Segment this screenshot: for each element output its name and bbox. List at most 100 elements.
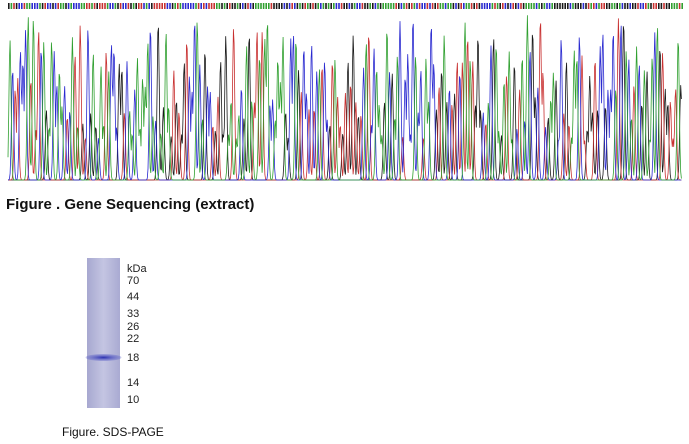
base-call: [169, 3, 171, 9]
base-call: [645, 3, 647, 9]
base-call: [291, 3, 293, 9]
base-call: [660, 3, 663, 9]
base-call: [208, 3, 210, 9]
base-call: [582, 3, 585, 9]
base-call: [491, 3, 494, 9]
base-call: [320, 3, 322, 9]
base-call: [161, 3, 163, 9]
base-call: [18, 3, 20, 9]
base-call: [413, 3, 416, 9]
base-call: [49, 3, 52, 9]
base-call: [122, 3, 124, 9]
base-call: [158, 3, 161, 9]
base-call: [23, 3, 26, 9]
base-call: [182, 3, 184, 9]
base-call: [379, 3, 382, 9]
base-call: [340, 3, 343, 9]
base-call: [249, 3, 252, 9]
base-call: [99, 3, 101, 9]
base-call: [213, 3, 215, 9]
base-call: [535, 3, 538, 9]
base-call: [317, 3, 319, 9]
base-call: [335, 3, 338, 9]
base-call: [265, 3, 267, 9]
base-call: [288, 3, 291, 9]
base-call: [416, 3, 418, 9]
base-call: [197, 3, 200, 9]
base-call: [21, 3, 23, 9]
base-call: [41, 3, 44, 9]
base-call: [26, 3, 28, 9]
base-call: [606, 3, 608, 9]
base-call: [231, 3, 234, 9]
base-call: [457, 3, 460, 9]
base-call: [203, 3, 205, 9]
base-call: [600, 3, 603, 9]
base-call: [67, 3, 70, 9]
base-call: [595, 3, 598, 9]
base-call: [260, 3, 262, 9]
base-call: [348, 3, 351, 9]
base-call: [93, 3, 96, 9]
base-call: [343, 3, 345, 9]
base-call: [104, 3, 106, 9]
base-call: [286, 3, 288, 9]
gel-label: 44: [127, 291, 140, 303]
base-call: [364, 3, 366, 9]
base-call: [236, 3, 239, 9]
base-call: [483, 3, 486, 9]
base-call: [478, 3, 481, 9]
base-call: [395, 3, 397, 9]
base-call: [96, 3, 98, 9]
base-call: [10, 3, 13, 9]
base-call: [447, 3, 449, 9]
base-call: [31, 3, 33, 9]
base-call: [681, 3, 683, 9]
gel-band: [85, 354, 122, 361]
base-call: [255, 3, 257, 9]
base-call: [65, 3, 67, 9]
base-call: [626, 3, 629, 9]
base-call: [13, 3, 15, 9]
base-call: [400, 3, 403, 9]
base-call: [616, 3, 618, 9]
base-call: [561, 3, 564, 9]
base-call: [91, 3, 93, 9]
base-call: [304, 3, 306, 9]
base-call: [603, 3, 605, 9]
base-call: [411, 3, 413, 9]
base-call: [452, 3, 455, 9]
base-call: [372, 3, 374, 9]
base-call: [665, 3, 668, 9]
base-call: [421, 3, 423, 9]
base-call: [624, 3, 626, 9]
base-call: [190, 3, 192, 9]
base-call: [374, 3, 377, 9]
base-call: [353, 3, 356, 9]
base-call: [671, 3, 673, 9]
base-call: [387, 3, 390, 9]
base-call: [106, 3, 109, 9]
base-call: [650, 3, 652, 9]
base-call: [385, 3, 387, 9]
base-call: [270, 3, 273, 9]
base-call: [439, 3, 442, 9]
base-call: [556, 3, 559, 9]
base-call: [60, 3, 62, 9]
base-call: [333, 3, 335, 9]
base-call: [174, 3, 176, 9]
gel-lane: [87, 258, 120, 408]
base-call: [460, 3, 462, 9]
base-call: [543, 3, 546, 9]
base-call: [509, 3, 512, 9]
base-call: [403, 3, 405, 9]
base-call: [520, 3, 522, 9]
base-call: [143, 3, 145, 9]
base-call: [281, 3, 283, 9]
gel-label: 70: [127, 275, 140, 287]
base-call: [257, 3, 260, 9]
base-call: [299, 3, 301, 9]
base-call: [166, 3, 169, 9]
base-call: [621, 3, 624, 9]
